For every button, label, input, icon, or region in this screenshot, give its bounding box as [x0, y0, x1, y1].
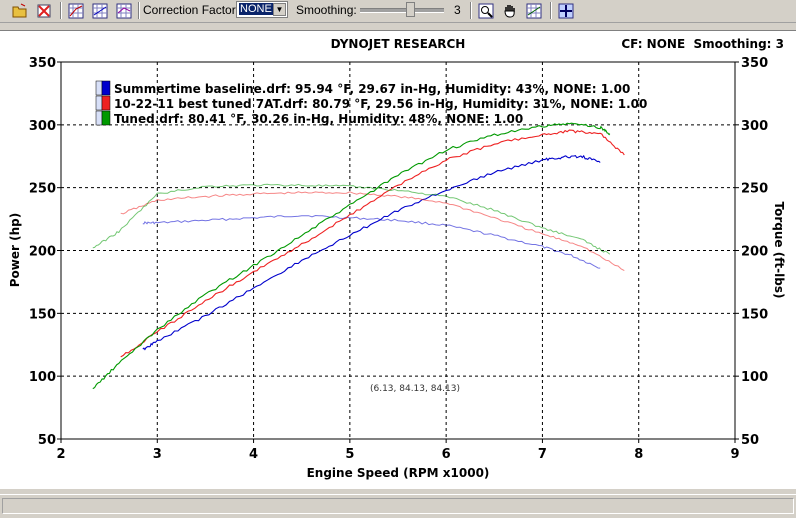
y2-tick-label: 100: [741, 370, 768, 385]
y-axis-label: Power (hp): [8, 213, 22, 287]
smoothing-label: Smoothing:: [296, 3, 357, 17]
y2-axis-label: Torque (ft-lbs): [772, 202, 786, 299]
correction-factor-select[interactable]: NONE ▼: [236, 1, 288, 18]
smoothing-value: 3: [454, 3, 461, 17]
cursor-cross-icon[interactable]: [556, 1, 576, 21]
legend-entry-2[interactable]: 10-22-11 best tuned 7AT.drf: 80.79 °F, 2…: [114, 97, 647, 111]
y2-tick-label: 300: [741, 119, 768, 134]
hand-pan-icon[interactable]: [500, 1, 520, 21]
y-tick-label: 200: [29, 245, 56, 260]
torque-line-3[interactable]: [92, 183, 611, 255]
zoom-icon[interactable]: [476, 1, 496, 21]
legend-swatch-1: [101, 80, 111, 96]
x-tick-label: 8: [634, 447, 643, 462]
chevron-down-icon[interactable]: ▼: [273, 3, 286, 16]
x-tick-label: 6: [442, 447, 451, 462]
status-bar: [0, 494, 796, 518]
toolbar: Correction Factor: NONE ▼ Smoothing: 3: [0, 0, 796, 23]
x-tick-label: 4: [249, 447, 258, 462]
correction-factor-value: NONE: [239, 3, 273, 15]
open-file-icon[interactable]: [10, 1, 30, 21]
cursor-readout: (6.13, 84.13, 84.13): [370, 384, 460, 394]
graph-icon[interactable]: [524, 1, 544, 21]
y-tick-label: 350: [29, 56, 56, 71]
x-tick-label: 9: [730, 447, 739, 462]
close-file-icon[interactable]: [34, 1, 54, 21]
y2-tick-label: 350: [741, 56, 768, 71]
y-tick-label: 150: [29, 307, 56, 322]
legend-swatch-light: [95, 110, 103, 126]
x-axis-label: Engine Speed (RPM x1000): [307, 466, 490, 480]
y2-tick-label: 250: [741, 182, 768, 197]
x-tick-label: 7: [538, 447, 547, 462]
dyno-chart[interactable]: DYNOJET RESEARCH CF: NONE Smoothing: 3 2…: [0, 31, 796, 489]
slider-thumb[interactable]: [406, 2, 415, 17]
power-line-1[interactable]: [142, 154, 601, 351]
legend-swatch-light: [95, 95, 103, 111]
chart-window: DYNOJET RESEARCH CF: NONE Smoothing: 3 2…: [0, 30, 796, 489]
chart-header-right: CF: NONE Smoothing: 3: [621, 37, 784, 51]
graph-icon[interactable]: [114, 1, 134, 21]
y-tick-label: 50: [38, 433, 56, 448]
graph-icon[interactable]: [90, 1, 110, 21]
graph-icon[interactable]: [66, 1, 86, 21]
toolbar-separator: [470, 2, 472, 19]
toolbar-separator: [550, 2, 552, 19]
smoothing-slider[interactable]: [358, 2, 446, 18]
y-tick-label: 250: [29, 182, 56, 197]
torque-line-1[interactable]: [142, 214, 601, 269]
legend-swatch-3: [101, 110, 111, 126]
power-line-2[interactable]: [120, 129, 625, 358]
toolbar-separator: [138, 2, 140, 19]
y2-tick-label: 200: [741, 245, 768, 260]
y2-tick-label: 150: [741, 307, 768, 322]
x-tick-label: 2: [56, 447, 65, 462]
power-line-3[interactable]: [92, 122, 611, 390]
torque-line-2[interactable]: [120, 191, 625, 272]
legend-swatch-2: [101, 95, 111, 111]
legend-entry-1[interactable]: Summertime baseline.drf: 95.94 °F, 29.67…: [114, 82, 630, 96]
y-tick-label: 300: [29, 119, 56, 134]
chart-title: DYNOJET RESEARCH: [331, 37, 466, 51]
legend-swatch-light: [95, 80, 103, 96]
toolbar-separator: [60, 2, 62, 19]
x-tick-label: 5: [345, 447, 354, 462]
correction-factor-label: Correction Factor:: [143, 3, 240, 17]
x-tick-label: 3: [153, 447, 162, 462]
status-panel: [2, 498, 794, 514]
y2-tick-label: 50: [741, 433, 759, 448]
slider-track: [360, 8, 444, 13]
y-tick-label: 100: [29, 370, 56, 385]
legend-entry-3[interactable]: Tuned.drf: 80.41 °F, 30.26 in-Hg, Humidi…: [114, 112, 523, 126]
